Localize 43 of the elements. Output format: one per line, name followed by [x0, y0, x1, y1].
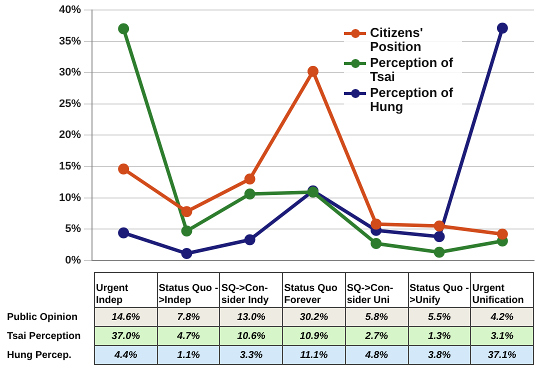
data-label: 3.8% — [408, 346, 471, 364]
data-label: 11.1% — [282, 346, 346, 364]
legend-label: Perception of Hung — [370, 85, 454, 114]
legend-label: Perception of Tsai — [370, 55, 454, 84]
data-label: 2.7% — [345, 326, 408, 346]
data-label: 4.7% — [157, 326, 220, 346]
y-tick-label: 10% — [58, 192, 82, 204]
legend-label: Citizens' Position — [370, 25, 424, 54]
x-tick-label: Urgent Unification — [470, 272, 534, 308]
data-label: 5.8% — [345, 308, 408, 326]
data-label: 1.3% — [408, 326, 471, 346]
data-label: 4.4% — [94, 346, 158, 364]
y-tick-label: 25% — [58, 98, 82, 110]
data-label: 3.1% — [470, 326, 534, 346]
data-label: 10.6% — [220, 326, 283, 346]
data-label: 4.8% — [345, 346, 408, 364]
data-label: 5.5% — [408, 308, 471, 326]
data-label: 14.6% — [94, 308, 158, 326]
y-tick-label: 0% — [65, 254, 82, 266]
x-tick-label: Urgent Indep — [94, 272, 158, 308]
text: Tsai Perception — [6, 326, 94, 346]
data-label: 3.3% — [220, 346, 283, 364]
data-label: 4.2% — [470, 308, 534, 326]
data-label: 37.1% — [470, 346, 534, 364]
text: Hung Percep. — [6, 346, 94, 364]
data-label: 1.1% — [157, 346, 220, 364]
data-label: 10.9% — [282, 326, 346, 346]
text: Public Opinion — [6, 308, 94, 326]
y-tick-label: 15% — [58, 160, 82, 173]
y-tick-label: 40% — [58, 4, 82, 16]
x-tick-label: Status Quo ->Indep — [157, 272, 220, 308]
x-tick-label: SQ->Con-sider Uni — [345, 272, 408, 308]
data-label: 37.0% — [94, 326, 158, 346]
x-tick-label: Status Quo ->Unify — [408, 272, 471, 308]
y-tick-label: 20% — [58, 129, 82, 142]
data-label: 7.8% — [157, 308, 220, 326]
y-tick-label: 30% — [58, 66, 82, 79]
y-tick-label: 5% — [65, 223, 82, 236]
y-tick-label: 35% — [58, 35, 82, 48]
data-label: 30.2% — [282, 308, 346, 326]
x-tick-label: SQ->Con-sider Indy — [220, 272, 283, 308]
data-label: 13.0% — [220, 308, 283, 326]
x-tick-label: Status Quo Forever — [282, 272, 346, 308]
